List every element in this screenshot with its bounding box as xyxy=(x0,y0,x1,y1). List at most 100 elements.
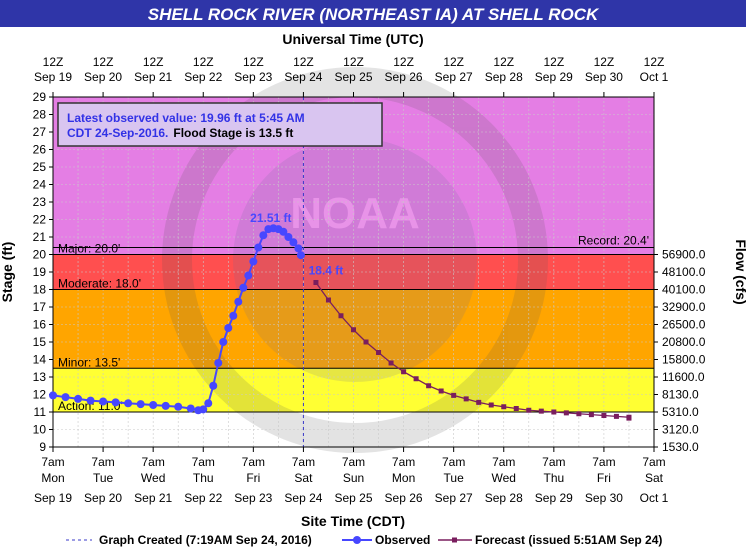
chart-title: SHELL ROCK RIVER (NORTHEAST IA) AT SHELL… xyxy=(148,5,600,24)
top-tick-date: Sep 26 xyxy=(385,70,423,84)
forecast-point xyxy=(613,413,619,419)
title-bar xyxy=(0,0,746,27)
observed-point xyxy=(199,405,208,414)
observed-point xyxy=(99,397,108,406)
bottom-tick-day: Sat xyxy=(645,471,664,485)
y-tick-label: 13 xyxy=(33,370,47,384)
info-box-frame xyxy=(57,102,383,147)
bottom-tick-date: Sep 24 xyxy=(284,491,322,505)
bottom-tick-date: Oct 1 xyxy=(640,491,669,505)
y-tick-label: 23 xyxy=(33,195,47,209)
observed-point xyxy=(244,271,253,280)
bottom-tick-date: Sep 29 xyxy=(535,491,573,505)
observed-point xyxy=(204,399,213,408)
forecast-point xyxy=(538,408,544,414)
y-tick-label: 28 xyxy=(33,108,47,122)
observed-point xyxy=(224,324,233,332)
flow-tick-label: 20800.0 xyxy=(662,335,706,349)
forecast-point xyxy=(488,402,494,408)
legend-observed-label: Observed xyxy=(375,533,430,547)
top-tick-time: 12Z xyxy=(43,55,64,69)
observed-point xyxy=(239,283,248,292)
observed-point xyxy=(219,338,228,346)
legend-forecast-marker xyxy=(452,537,457,543)
top-tick-date: Oct 1 xyxy=(640,70,669,84)
y-tick-label: 16 xyxy=(33,318,47,332)
info-line-2-date: CDT 24-Sep-2016. xyxy=(67,126,168,140)
forecast-point xyxy=(313,280,319,285)
bottom-tick-day: Sun xyxy=(343,471,364,485)
bottom-tick-date: Sep 20 xyxy=(84,491,122,505)
observed-point xyxy=(74,394,83,403)
bottom-tick-time: 7am xyxy=(442,455,465,469)
bottom-tick-date: Sep 30 xyxy=(585,491,623,505)
bottom-tick-day: Sat xyxy=(294,471,313,485)
observed-point xyxy=(149,401,158,409)
bottom-tick-day: Thu xyxy=(543,471,564,485)
bottom-tick-time: 7am xyxy=(192,455,215,469)
flow-tick-label: 5310.0 xyxy=(662,405,699,419)
observed-point xyxy=(234,297,243,306)
y-tick-label: 22 xyxy=(33,213,47,227)
peak-label: 21.51 ft xyxy=(250,211,291,225)
top-tick-date: Sep 27 xyxy=(435,70,473,84)
bottom-tick-day: Mon xyxy=(41,471,64,485)
bottom-tick-time: 7am xyxy=(492,455,515,469)
category-label-major: Major: 20.0' xyxy=(58,242,120,256)
y-tick-label: 11 xyxy=(34,405,47,419)
observed-point xyxy=(279,227,288,236)
forecast-point xyxy=(376,350,382,355)
top-axis-title: Universal Time (UTC) xyxy=(282,31,423,47)
observed-point xyxy=(186,404,195,413)
watermark-ring xyxy=(162,67,548,453)
flow-tick-label: 3120.0 xyxy=(662,423,699,437)
bottom-tick-time: 7am xyxy=(642,455,665,469)
forecast-point xyxy=(338,313,344,319)
observed-point xyxy=(214,359,223,367)
forecast-point xyxy=(626,415,632,421)
bottom-tick-time: 7am xyxy=(542,455,565,469)
legend-observed-marker xyxy=(353,536,361,544)
top-tick-date: Sep 22 xyxy=(184,70,222,84)
bottom-tick-time: 7am xyxy=(242,455,265,469)
bottom-tick-day: Wed xyxy=(492,471,516,485)
observed-point xyxy=(254,243,263,252)
y-tick-label: 29 xyxy=(33,90,47,104)
observed-point xyxy=(294,244,303,253)
left-axis-title: Stage (ft) xyxy=(0,242,15,303)
observed-point xyxy=(111,398,120,407)
info-line-2: CDT 24-Sep-2016. Flood Stage is 13.5 ft xyxy=(67,126,293,140)
top-tick-date: Sep 20 xyxy=(84,70,122,84)
flow-tick-label: 48100.0 xyxy=(662,265,706,279)
y-tick-label: 18 xyxy=(33,283,47,297)
top-tick-time: 12Z xyxy=(293,55,314,69)
legend-forecast-label: Forecast (issued 5:51AM Sep 24) xyxy=(475,533,662,547)
observed-point xyxy=(136,400,145,409)
y-tick-label: 24 xyxy=(33,178,47,192)
observed-point xyxy=(49,391,57,400)
top-tick-time: 12Z xyxy=(644,55,665,69)
forecast-point xyxy=(351,327,356,333)
forecast-point xyxy=(363,339,369,345)
info-box: Latest observed value: 19.96 ft at 5:45 … xyxy=(57,102,383,147)
observed-point xyxy=(289,238,298,247)
y-tick-label: 10 xyxy=(33,423,47,437)
forecast-point xyxy=(413,376,419,382)
observed-point xyxy=(161,401,170,410)
flow-tick-label: 11600.0 xyxy=(662,370,705,384)
forecast-point xyxy=(576,411,582,417)
right-axis-title: Flow (cfs) xyxy=(733,239,746,304)
bottom-tick-time: 7am xyxy=(592,455,615,469)
observed-point xyxy=(296,251,305,260)
forecast-point xyxy=(426,383,432,389)
flow-tick-label: 40100.0 xyxy=(662,283,706,297)
top-tick-date: Sep 21 xyxy=(134,70,172,84)
bottom-tick-date: Sep 21 xyxy=(134,491,172,505)
bottom-axis-title: Site Time (CDT) xyxy=(301,513,405,529)
bottom-tick-date: Sep 19 xyxy=(34,491,72,505)
bottom-tick-date: Sep 26 xyxy=(385,491,423,505)
observed-point xyxy=(86,396,95,405)
y-tick-label: 14 xyxy=(33,353,47,367)
bottom-tick-date: Sep 27 xyxy=(435,491,473,505)
top-tick-date: Sep 23 xyxy=(234,70,272,84)
